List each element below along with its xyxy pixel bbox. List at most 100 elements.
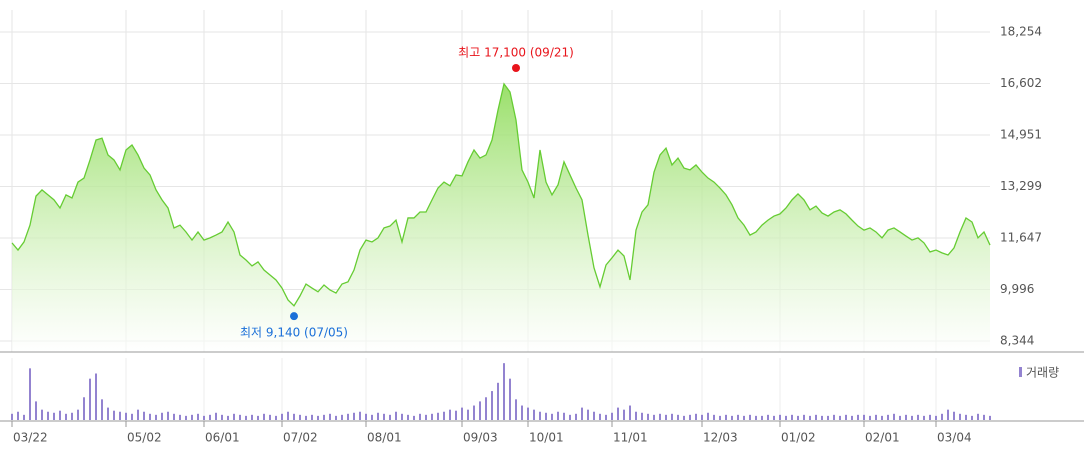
volume-bar <box>551 413 553 420</box>
volume-bar <box>257 415 259 420</box>
volume-bar <box>443 411 445 420</box>
volume-bar <box>203 415 205 420</box>
volume-bar <box>821 415 823 420</box>
volume-bar <box>143 411 145 420</box>
volume-bar <box>761 415 763 420</box>
volume-bar <box>725 414 727 420</box>
volume-bar <box>845 414 847 420</box>
volume-bar <box>35 401 37 420</box>
volume-bar <box>209 414 211 420</box>
volume-bar <box>113 410 115 420</box>
volume-bar <box>779 414 781 420</box>
volume-bar <box>947 409 949 420</box>
volume-bar <box>737 414 739 420</box>
volume-bar <box>287 411 289 420</box>
volume-bar <box>563 412 565 420</box>
volume-bar <box>47 411 49 420</box>
volume-bar <box>275 415 277 420</box>
volume-bar <box>545 412 547 420</box>
volume-bar <box>875 414 877 420</box>
volume-bar <box>503 363 505 420</box>
volume-bar <box>353 412 355 420</box>
volume-bar <box>269 414 271 420</box>
volume-bar <box>101 399 103 420</box>
volume-bar <box>437 412 439 420</box>
volume-bar <box>77 409 79 420</box>
volume-bar <box>509 378 511 420</box>
volume-bar <box>419 413 421 420</box>
price-line <box>11 82 991 307</box>
volume-bar <box>311 414 313 420</box>
x-tick-label: 05/02 <box>127 431 162 445</box>
volume-bar <box>461 407 463 420</box>
volume-bar <box>827 415 829 420</box>
volume-bar <box>623 409 625 420</box>
volume-bar <box>905 414 907 420</box>
y-tick-label: 14,951 <box>1000 127 1042 141</box>
volume-bar <box>803 414 805 420</box>
volume-bar <box>917 414 919 420</box>
volume-bar <box>479 401 481 420</box>
volume-bar <box>677 414 679 420</box>
legend-label: 거래량 <box>1026 366 1059 380</box>
x-tick-label: 11/01 <box>613 431 648 445</box>
volume-bar <box>491 391 493 420</box>
volume-bar <box>635 411 637 420</box>
volume-bar <box>935 415 937 420</box>
volume-bar <box>851 415 853 420</box>
volume-bar <box>923 415 925 420</box>
volume-bar <box>971 415 973 420</box>
volume-bar <box>359 411 361 420</box>
volume-bar <box>527 407 529 420</box>
volume-bar <box>299 414 301 420</box>
volume-bar <box>857 414 859 420</box>
volume-bar <box>233 413 235 420</box>
volume-bar <box>713 414 715 420</box>
volume-bar <box>149 413 151 420</box>
volume-bar <box>455 410 457 420</box>
volume-bar <box>131 413 133 420</box>
volume-bar <box>989 415 991 420</box>
volume-bar <box>893 413 895 420</box>
volume-bar <box>581 407 583 420</box>
volume-bar <box>593 411 595 420</box>
volume-bar <box>107 407 109 420</box>
volume-bar <box>647 413 649 420</box>
volume-bar <box>323 414 325 420</box>
volume-bar <box>227 415 229 420</box>
volume-bar <box>929 414 931 420</box>
volume-bar <box>347 413 349 420</box>
volume-bar <box>707 412 709 420</box>
volume-bar <box>239 414 241 420</box>
volume-bar <box>515 399 517 420</box>
y-tick-label: 11,647 <box>1000 230 1042 244</box>
volume-bar <box>605 414 607 420</box>
volume-bar <box>89 378 91 420</box>
volume-bar <box>221 414 223 420</box>
volume-bar <box>953 411 955 420</box>
volume-bar <box>809 415 811 420</box>
volume-bar <box>395 411 397 420</box>
volume-bar <box>341 414 343 420</box>
volume-bar <box>719 415 721 420</box>
volume-bar <box>245 415 247 420</box>
volume-bar <box>281 413 283 420</box>
y-tick-label: 13,299 <box>1000 179 1042 193</box>
y-tick-label: 18,254 <box>1000 25 1042 39</box>
x-tick-label: 08/01 <box>367 431 402 445</box>
volume-bar <box>797 415 799 420</box>
x-tick-label: 01/02 <box>781 431 816 445</box>
volume-bar <box>185 415 187 420</box>
volume-bar <box>569 414 571 420</box>
volume-bar <box>863 414 865 420</box>
volume-bar <box>365 413 367 420</box>
volume-bar <box>701 414 703 420</box>
volume-bar <box>473 405 475 420</box>
volume-bar <box>95 373 97 420</box>
extreme-label: 최고 17,100 (09/21) <box>458 45 574 59</box>
volume-bar <box>17 411 19 420</box>
volume-bar <box>977 413 979 420</box>
volume-bar <box>467 409 469 420</box>
